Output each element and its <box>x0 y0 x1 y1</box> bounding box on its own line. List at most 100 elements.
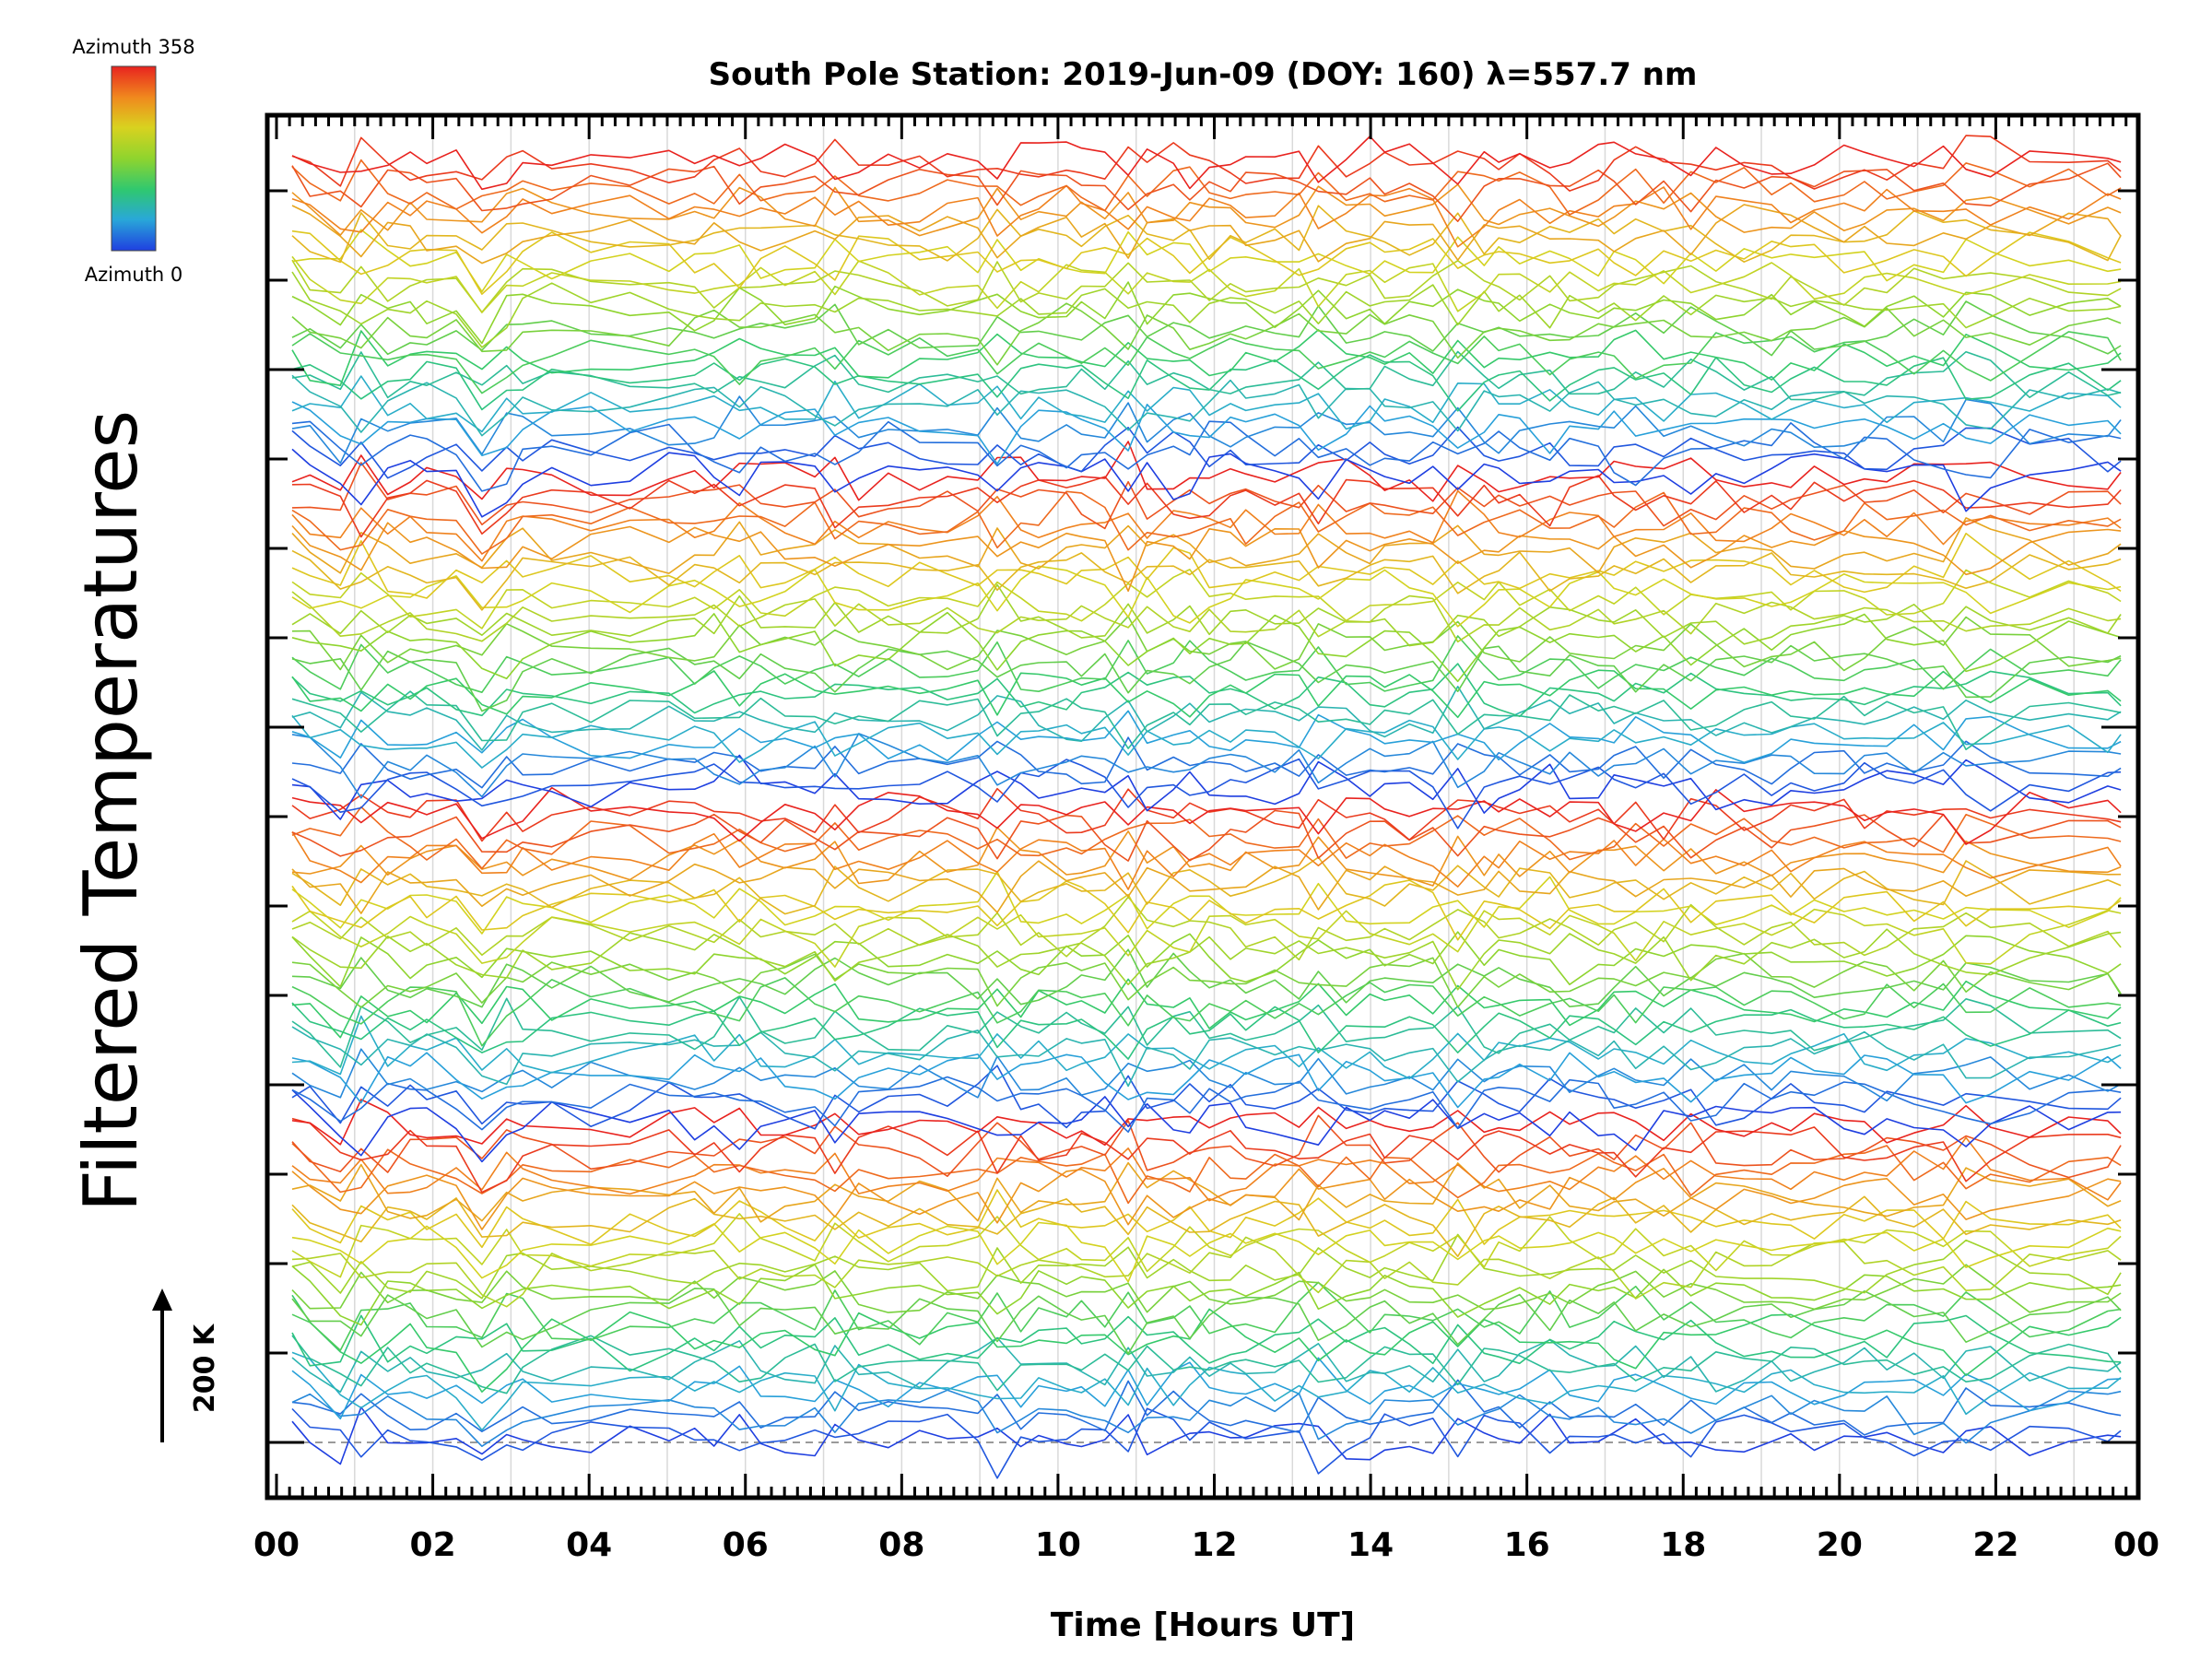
series-line <box>291 489 2122 562</box>
series-line <box>291 856 2122 915</box>
series-line <box>291 331 2122 394</box>
series-line <box>291 475 2122 538</box>
series-line <box>291 1379 2122 1436</box>
series-line <box>291 1264 2122 1326</box>
series-line <box>291 1357 2122 1420</box>
series-line <box>291 354 2122 412</box>
series-line <box>291 870 2122 935</box>
scale-bar-arrow-icon <box>152 1288 172 1311</box>
series-line <box>291 1026 2122 1088</box>
series-line <box>291 948 2122 1008</box>
colorbar-bottom-label: Azimuth 0 <box>85 264 183 286</box>
series-line <box>291 255 2122 313</box>
series-line <box>291 995 2122 1068</box>
x-tick-label: 18 <box>1660 1526 1706 1564</box>
series-line <box>291 1407 2122 1479</box>
x-tick-label: 00 <box>2113 1526 2159 1564</box>
series-line <box>291 1015 2122 1079</box>
series-line <box>291 300 2122 357</box>
x-tick-label: 12 <box>1191 1526 1237 1564</box>
series-line <box>291 952 2122 1008</box>
series-line <box>291 611 2122 683</box>
scale-bar: 200 K <box>152 1288 221 1442</box>
series-line <box>291 1288 2122 1355</box>
series-line <box>291 549 2122 611</box>
series-line <box>291 1389 2122 1447</box>
series-line <box>291 1281 2122 1351</box>
series-line <box>291 831 2122 890</box>
series-line <box>291 978 2122 1039</box>
series-line <box>291 1048 2122 1102</box>
series-line <box>291 490 2122 555</box>
series-line <box>291 685 2122 751</box>
series-line <box>291 690 2122 751</box>
series-line <box>291 350 2122 401</box>
series-line <box>291 1294 2122 1393</box>
series-line <box>291 204 2122 265</box>
x-tick-label: 00 <box>253 1526 300 1564</box>
x-tick-label: 14 <box>1347 1526 1394 1564</box>
series-line <box>291 1336 2122 1394</box>
series-line <box>291 1114 2122 1179</box>
series-line <box>291 184 2122 248</box>
series-line <box>291 1161 2122 1223</box>
series-line <box>291 426 2122 479</box>
x-tick-label: 06 <box>723 1526 769 1564</box>
series-line <box>291 758 2122 830</box>
series-line <box>291 205 2122 264</box>
series-line <box>291 786 2122 845</box>
x-tick-label: 22 <box>1972 1526 2018 1564</box>
series-line <box>291 1236 2122 1308</box>
series-line <box>291 591 2122 643</box>
series-line <box>291 809 2122 862</box>
series-lines <box>291 135 2122 1479</box>
series-line <box>291 1335 2122 1394</box>
series-line <box>291 860 2122 914</box>
x-tick-labels: 00 02 04 06 08 10 12 14 16 18 20 22 00 <box>253 1526 2159 1564</box>
x-tick-label: 16 <box>1504 1526 1550 1564</box>
series-line <box>291 374 2122 437</box>
series-line <box>291 229 2122 293</box>
series-line <box>291 462 2122 530</box>
series-line <box>291 1117 2122 1194</box>
series-line <box>291 1195 2122 1257</box>
series-line <box>291 401 2122 465</box>
series-line <box>291 1099 2122 1147</box>
series-line <box>291 1002 2122 1060</box>
series-line <box>291 583 2122 647</box>
series-line <box>291 1136 2122 1202</box>
series-line <box>291 448 2122 518</box>
series-line <box>291 896 2122 961</box>
series-line <box>291 615 2122 672</box>
series-line <box>291 710 2122 764</box>
series-line <box>291 1065 2122 1130</box>
series-line <box>291 302 2122 366</box>
series-line <box>291 928 2122 991</box>
series-line <box>291 1089 2122 1163</box>
colorbar-top-label: Azimuth 358 <box>72 36 194 58</box>
x-tick-label: 20 <box>1817 1526 1863 1564</box>
x-tick-label: 10 <box>1035 1526 1081 1564</box>
series-line <box>291 183 2122 237</box>
plot-frame <box>265 112 2141 1500</box>
series-line <box>291 879 2122 941</box>
series-line <box>291 663 2122 718</box>
series-line <box>291 271 2122 348</box>
series-line <box>291 532 2122 599</box>
series-line <box>291 565 2122 628</box>
axis-ticks <box>267 115 2138 1498</box>
series-line <box>291 1351 2122 1431</box>
colorbar-gradient <box>111 65 157 252</box>
series-line <box>291 259 2122 313</box>
series-line <box>291 522 2122 593</box>
series-line <box>291 977 2122 1047</box>
series-line <box>291 754 2122 820</box>
colorbar: Azimuth 358 Azimuth 0 <box>72 36 194 286</box>
series-line <box>291 1314 2122 1372</box>
x-tick-label: 08 <box>878 1526 924 1564</box>
series-line <box>291 1221 2122 1283</box>
series-line <box>291 1076 2122 1133</box>
chart-title: South Pole Station: 2019-Jun-09 (DOY: 16… <box>709 56 1698 93</box>
series-line <box>291 281 2122 345</box>
series-line <box>291 641 2122 712</box>
